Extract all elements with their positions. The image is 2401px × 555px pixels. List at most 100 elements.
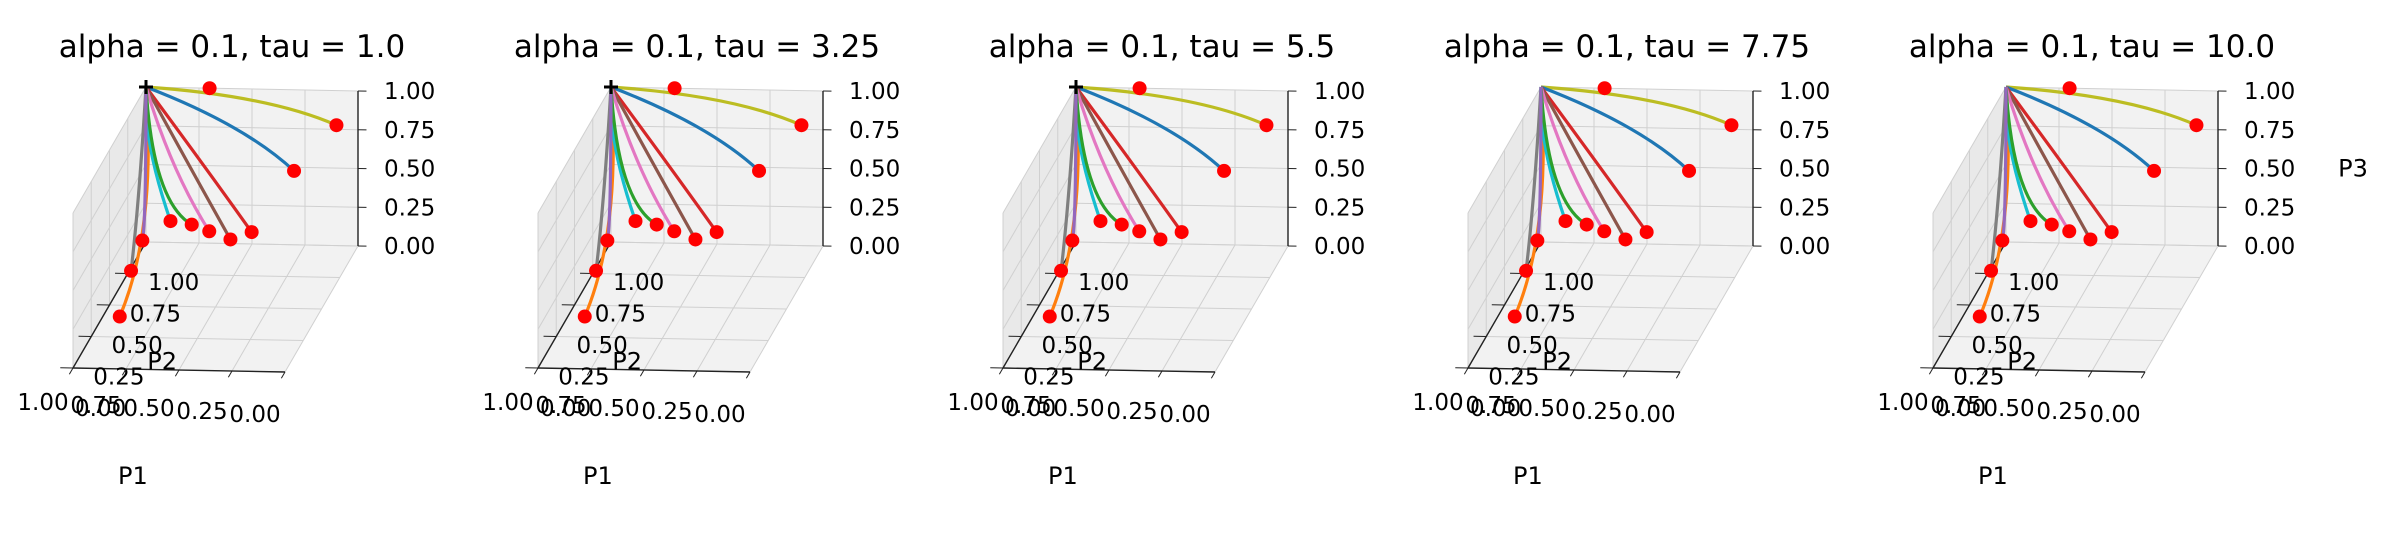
x-tick-label: 0.75 [1930,393,1981,419]
start-point [1153,232,1168,247]
start-point [1530,233,1545,248]
y-tick-label: 0.00 [1470,396,1521,422]
x-tick-label: 0.00 [1624,402,1675,428]
grid-line [590,242,665,370]
x-tick-label: 0.25 [1571,399,1622,425]
series-curve [144,86,253,234]
y-axis-label: P2 [612,348,642,376]
grid-line [72,164,147,291]
x-tick-label: 0.25 [641,399,692,425]
start-point [184,217,199,232]
y-tick-label: 0.25 [1023,365,1074,391]
grid-line [537,164,612,291]
series-curve [2004,86,2092,241]
z-tick-label: 0.00 [2244,234,2295,260]
grid-line [1055,242,1130,370]
x-tick-label: 0.50 [588,396,639,422]
series-curve [1074,86,1162,241]
end-marker [1069,80,1083,94]
start-point [649,217,664,232]
x-tick [2034,369,2040,377]
x-tick [639,369,645,377]
x-axis-label: P1 [1978,462,2008,490]
start-point [2062,224,2077,239]
x-tick-label: 1.00 [482,390,533,416]
x-axis-label: P1 [583,462,613,490]
x-tick-label: 0.00 [694,402,745,428]
start-point [287,163,302,178]
z-tick-label: 0.25 [1314,195,1365,221]
subplot-1: 0.000.000.000.250.250.250.500.500.500.75… [17,29,435,490]
z-tick-label: 0.25 [384,195,435,221]
y-tick-label: 1.00 [1078,270,1129,296]
start-point [709,225,724,240]
grid-line [1002,86,1077,214]
start-point [628,214,643,229]
y-axis-label: P2 [2007,348,2037,376]
grid-line [72,125,147,253]
x-axis-label: P1 [118,462,148,490]
y-tick-label: 1.00 [613,270,664,296]
z-tick-label: 0.00 [384,234,435,260]
start-point [2083,232,2098,247]
series-curve [1075,85,1268,127]
start-point [2062,81,2077,96]
start-point [1507,309,1522,324]
subplot-2: 0.000.000.000.250.250.250.500.500.500.75… [482,29,900,490]
start-point [135,233,150,248]
start-point [1995,233,2010,248]
start-point [1597,81,1612,96]
x-tick [1516,368,1522,376]
subplot-4: 0.000.000.000.250.250.250.500.500.500.75… [1412,29,1830,490]
series-curve [609,86,697,241]
z-tick-label: 0.75 [1314,118,1365,144]
start-point [2147,163,2162,178]
x-tick [2140,371,2146,379]
subplot-title: alpha = 0.1, tau = 5.5 [989,29,1335,65]
grid-line [1467,164,1542,291]
start-point [124,263,139,278]
start-point [1174,225,1189,240]
series-curve [1075,85,1226,173]
start-point [202,81,217,96]
y-tick-label: 0.25 [558,365,609,391]
y-tick-label: 0.75 [595,302,646,328]
series-curve [594,86,613,271]
z-tick-label: 0.25 [2244,195,2295,221]
x-tick-label: 0.25 [1106,399,1157,425]
x-tick [1569,369,1575,377]
grid-line [2005,125,2219,131]
series-curve [1989,86,2008,271]
x-tick-label: 1.00 [1412,390,1463,416]
z-tick-label: 0.50 [2244,157,2295,183]
series-curve [2004,86,2113,234]
subplot-title: alpha = 0.1, tau = 1.0 [59,29,405,65]
z-tick-label: 0.25 [849,195,900,221]
start-point [329,118,344,133]
start-point [1042,309,1057,324]
x-tick [2087,370,2093,378]
start-point [752,163,767,178]
x-tick-label: 0.25 [2036,399,2087,425]
x-tick [1675,371,1681,379]
grid-line [1467,125,1542,253]
grid-line [72,86,147,214]
grid-line [1540,125,1754,131]
z-tick-label: 0.25 [1779,195,1830,221]
grid-line [1522,273,1735,278]
z-tick-label: 0.75 [2244,118,2295,144]
x-tick-label: 0.75 [1000,393,1051,419]
y-tick-label: 0.25 [1488,365,1539,391]
y-tick-label: 0.00 [1935,396,1986,422]
series-curve [1074,86,1123,226]
z-tick-label: 0.00 [1314,234,1365,260]
end-marker [139,80,153,94]
series-curve [609,86,676,233]
y-tick-label: 0.75 [1990,302,2041,328]
x-tick [1622,370,1628,378]
start-point [667,81,682,96]
start-point [2023,214,2038,229]
start-point [1132,224,1147,239]
subplot-title: alpha = 0.1, tau = 3.25 [514,29,880,65]
grid-line [610,86,824,92]
